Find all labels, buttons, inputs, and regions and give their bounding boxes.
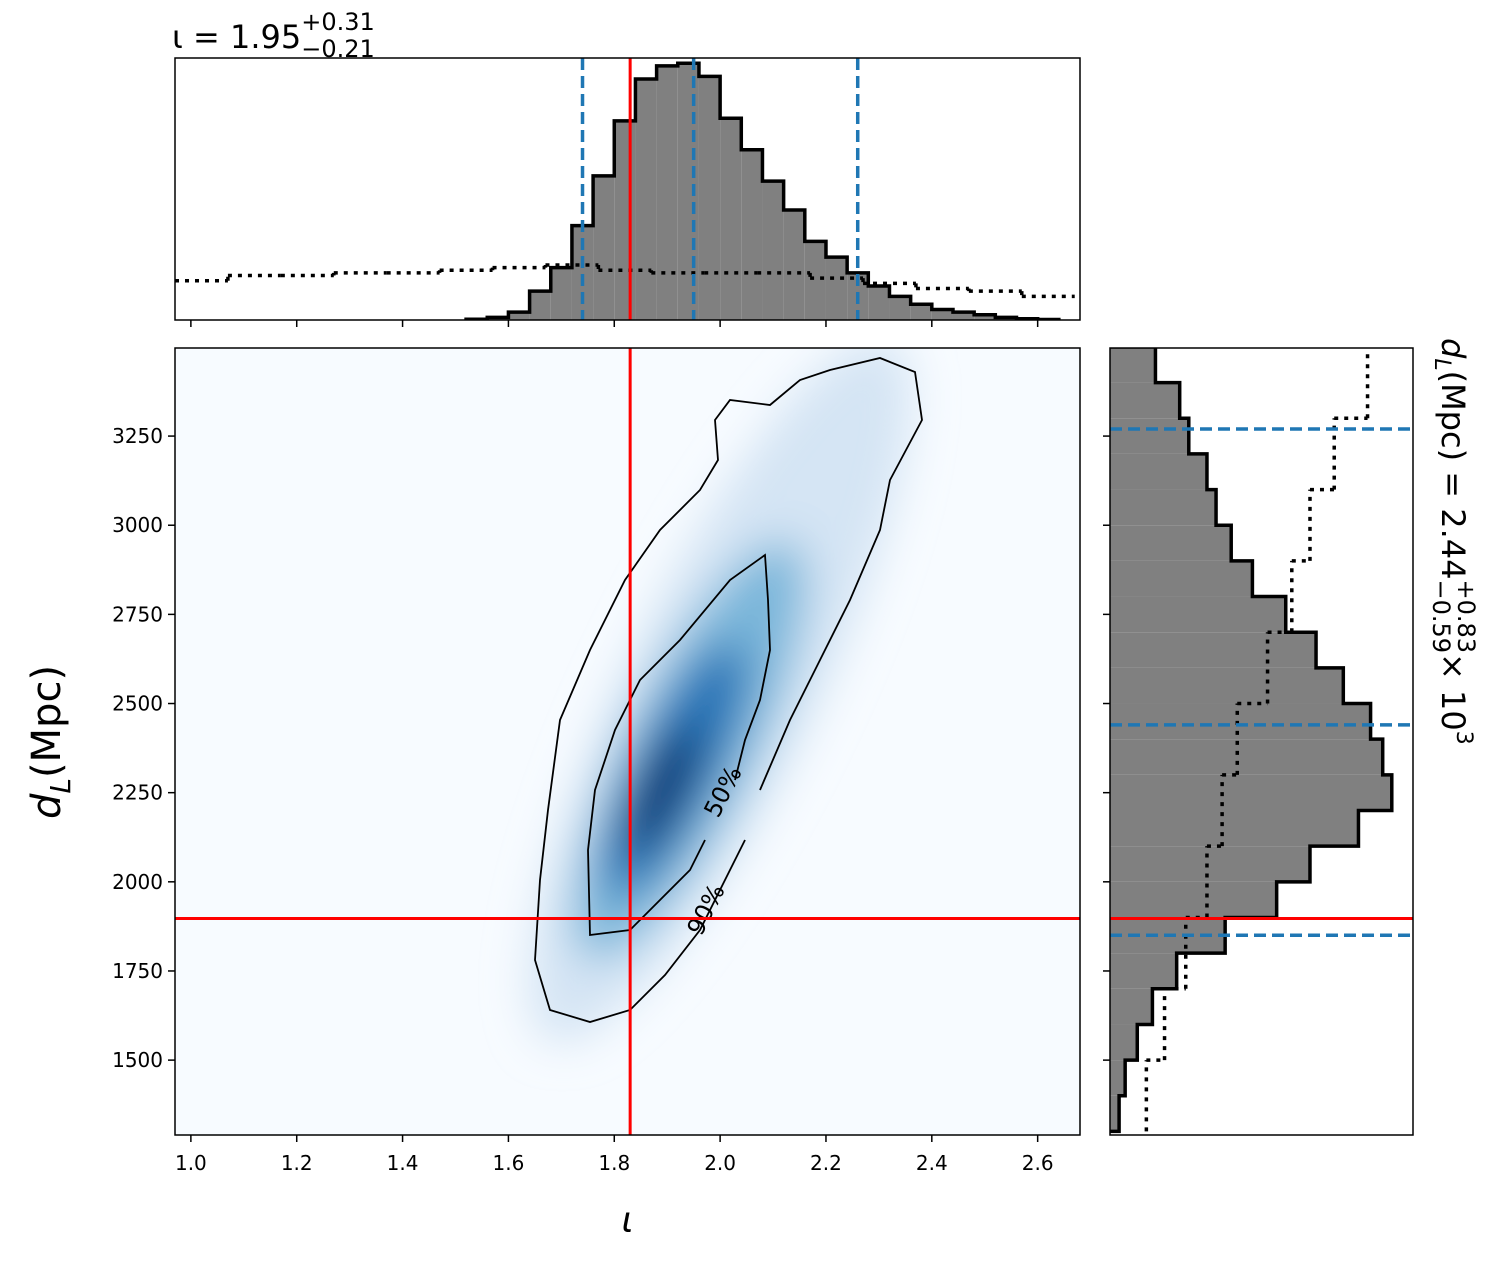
hist-bar xyxy=(1110,525,1232,561)
x-tick-label: 2.2 xyxy=(810,1151,842,1175)
y-tick-label: 3250 xyxy=(112,424,163,448)
hist-bar xyxy=(783,209,805,320)
hist-bar xyxy=(889,296,911,320)
label-text: × 10 xyxy=(1434,653,1472,731)
hist-bar xyxy=(1110,810,1359,847)
hist-bar xyxy=(1110,774,1392,811)
x-tick-label: 2.4 xyxy=(916,1151,948,1175)
panel-frame xyxy=(174,57,1081,321)
label-upper: +0.83 xyxy=(1452,579,1480,653)
label-text: d xyxy=(24,793,70,819)
y-tick-label: 3000 xyxy=(112,513,163,537)
hist-bar xyxy=(529,291,551,320)
hist-bar xyxy=(1110,739,1383,775)
hist-bar xyxy=(1110,560,1253,597)
title-upper: +0.31 xyxy=(301,8,375,36)
hist-bar xyxy=(1110,596,1286,633)
density-level xyxy=(625,726,699,854)
hist-outline xyxy=(1110,348,1394,1134)
hist-bar xyxy=(677,63,699,320)
hist-bar xyxy=(508,312,530,320)
hist-bar xyxy=(741,149,763,320)
x-tick-label: 2.0 xyxy=(704,1151,736,1175)
panel-frame xyxy=(174,347,1081,1136)
y-tick-label: 2750 xyxy=(112,602,163,626)
hist-bar xyxy=(1110,382,1180,419)
hist-bar xyxy=(1110,348,1156,383)
x-tick-label: 1.8 xyxy=(598,1151,630,1175)
hist-bar xyxy=(1110,489,1217,526)
y-tick-label: 2250 xyxy=(112,781,163,805)
hist-bar xyxy=(614,120,636,320)
hist-bar xyxy=(762,181,784,320)
hist-bar xyxy=(635,78,657,320)
label-lower: −0.59 xyxy=(1427,579,1455,653)
x-axis-label: ι xyxy=(621,1200,633,1241)
contour-90 xyxy=(534,357,923,1023)
label-text: (Mpc) xyxy=(24,665,70,778)
hist-bar xyxy=(952,312,975,320)
title-text: ι = 1.95 xyxy=(172,18,301,56)
label-power: 3 xyxy=(1451,731,1476,745)
y-axis-label: dL (Mpc) xyxy=(24,665,77,819)
prior-connector xyxy=(226,264,1024,297)
density-heatmap xyxy=(528,348,912,1043)
title-lower: −0.21 xyxy=(301,35,375,63)
hist-bar xyxy=(1110,667,1344,704)
panel-frame xyxy=(1109,347,1414,1136)
hist-bar xyxy=(720,118,742,320)
hist-bar xyxy=(698,76,721,320)
hist-bar xyxy=(1110,1060,1126,1096)
hist-bar xyxy=(868,285,890,320)
x-tick-label: 2.6 xyxy=(1022,1151,1054,1175)
x-tick-label: 1.0 xyxy=(175,1151,207,1175)
x-tick-label: 1.6 xyxy=(493,1151,525,1175)
y-tick-label: 1500 xyxy=(112,1048,163,1072)
label-sub: L xyxy=(1429,358,1454,370)
hist-bar xyxy=(1110,418,1189,454)
y-tick-label: 2000 xyxy=(112,870,163,894)
label-text: d xyxy=(1434,338,1472,359)
y-tick-label: 2500 xyxy=(112,692,163,716)
main-panel: 50% 90% xyxy=(175,348,1080,1135)
hist-bar xyxy=(593,175,615,320)
x-tick-label: 1.4 xyxy=(387,1151,419,1175)
hist-bar xyxy=(1110,846,1310,882)
top-panel xyxy=(175,58,1075,320)
y-tick-label: 1750 xyxy=(112,959,163,983)
hist-bar xyxy=(1110,632,1317,668)
title: ι = 1.95 +0.31−0.21 xyxy=(172,8,375,63)
hist-bar xyxy=(825,257,848,320)
label-sub: L xyxy=(44,778,77,794)
side-label: dL (Mpc) = 2.44+0.83−0.59 × 103 xyxy=(1427,338,1480,745)
hist-bar xyxy=(910,304,932,320)
hist-bar xyxy=(571,225,594,320)
overlay: ι = 1.95 +0.31−0.21 1.0 1.2 1.4 1.6 1.8 2.0 2.2 2… xyxy=(24,8,1480,1241)
hist-bar xyxy=(550,267,572,320)
hist-bar xyxy=(1110,703,1371,740)
hist-bar xyxy=(1110,881,1277,918)
hist-bar xyxy=(974,314,996,320)
hist-bar xyxy=(804,241,826,320)
hist-bar xyxy=(931,309,953,320)
hist-outline xyxy=(464,61,1061,320)
y-axis-label-run: dL (Mpc) xyxy=(24,665,77,819)
hist-bar xyxy=(1110,1024,1138,1061)
hist-bar xyxy=(1110,1095,1120,1132)
hist-bar xyxy=(656,65,678,320)
hist-bar xyxy=(1110,953,1177,989)
x-tick-label: 1.2 xyxy=(281,1151,313,1175)
side-panel xyxy=(1110,348,1394,1134)
hist-bar xyxy=(1110,988,1153,1025)
label-text: (Mpc) = 2.44 xyxy=(1434,371,1472,580)
hist-bar xyxy=(1110,453,1207,490)
